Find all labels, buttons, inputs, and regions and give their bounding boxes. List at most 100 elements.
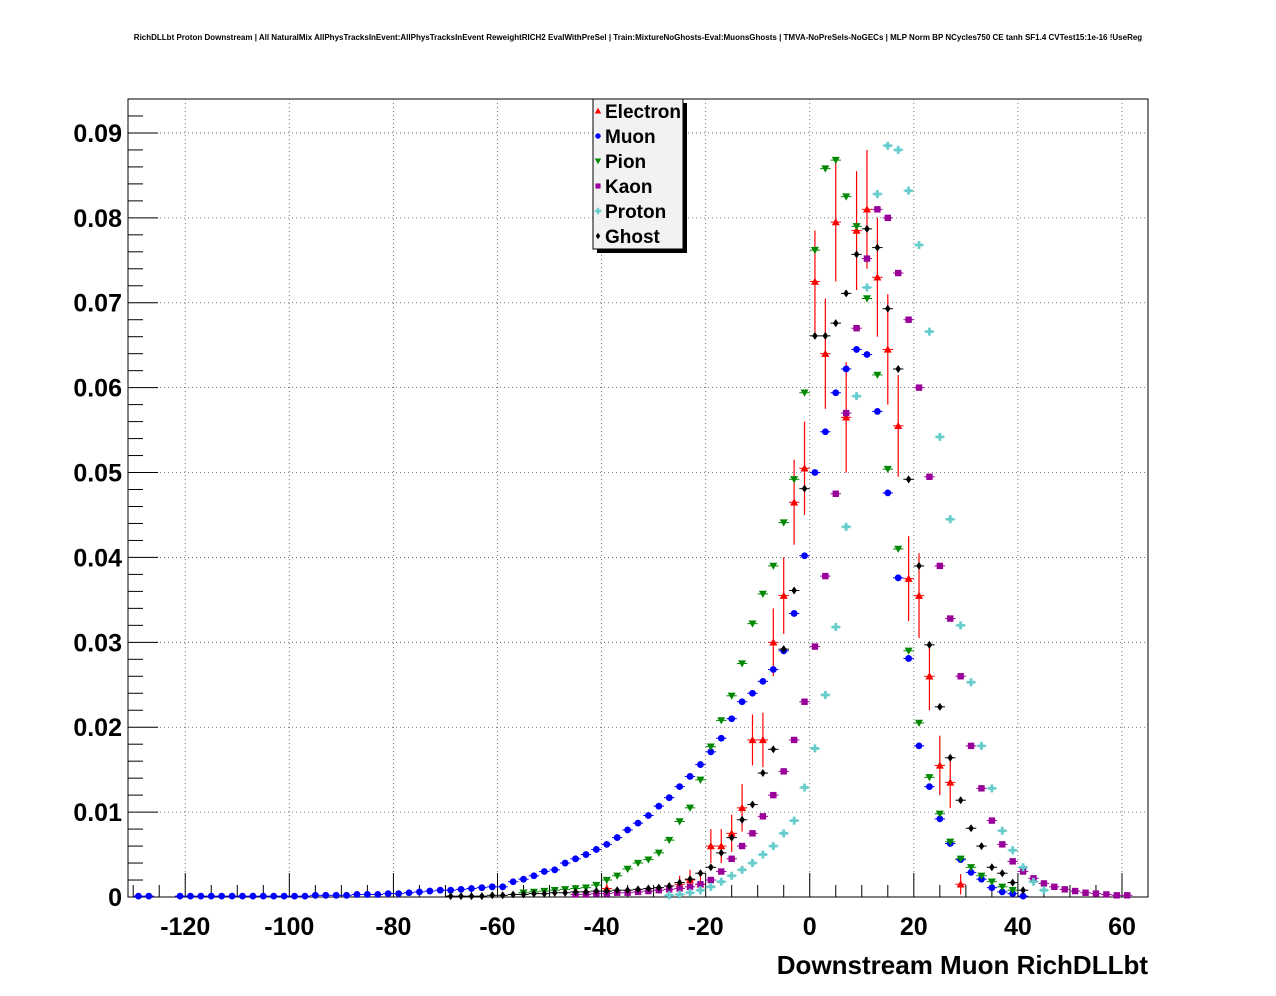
data-point bbox=[258, 892, 269, 900]
data-point bbox=[965, 824, 977, 833]
marker-square bbox=[947, 615, 954, 622]
marker-triangle-down bbox=[696, 776, 705, 784]
data-point bbox=[768, 842, 779, 851]
marker-cross bbox=[956, 621, 965, 630]
marker-circle bbox=[426, 887, 434, 895]
legend-label: Ghost bbox=[605, 227, 661, 248]
marker-diamond bbox=[697, 869, 704, 878]
legend-entry-electron: Electron bbox=[594, 102, 681, 123]
marker-triangle-up bbox=[769, 638, 778, 646]
data-point bbox=[1017, 886, 1029, 895]
marker-circle bbox=[582, 851, 590, 858]
data-point bbox=[903, 655, 914, 662]
marker-diamond bbox=[510, 890, 516, 899]
data-point bbox=[903, 647, 914, 655]
data-point bbox=[882, 465, 893, 474]
data-point bbox=[1121, 892, 1133, 899]
marker-triangle-down bbox=[665, 836, 674, 845]
marker-square bbox=[842, 409, 850, 417]
marker-circle bbox=[270, 892, 278, 900]
marker-diamond bbox=[947, 753, 954, 762]
data-point bbox=[799, 389, 810, 397]
data-point bbox=[674, 885, 685, 892]
marker-square bbox=[1113, 892, 1120, 899]
data-point bbox=[861, 255, 873, 262]
marker-diamond bbox=[1020, 886, 1026, 895]
marker-circle bbox=[905, 655, 913, 662]
data-point bbox=[684, 883, 696, 891]
marker-diamond bbox=[968, 824, 974, 833]
legend-marker bbox=[595, 133, 601, 139]
marker-circle bbox=[499, 883, 507, 891]
data-point bbox=[986, 784, 998, 793]
series-pion bbox=[518, 156, 1018, 897]
marker-circle bbox=[645, 812, 652, 819]
data-point bbox=[820, 298, 831, 409]
data-point bbox=[851, 223, 862, 231]
marker-cross bbox=[686, 888, 695, 897]
data-point bbox=[840, 362, 852, 473]
data-point bbox=[528, 872, 540, 880]
marker-cross bbox=[779, 829, 788, 838]
data-point bbox=[747, 689, 758, 697]
y-tick-label: 0.07 bbox=[73, 290, 122, 318]
marker-diamond bbox=[583, 887, 589, 896]
marker-diamond bbox=[760, 769, 766, 778]
marker-circle bbox=[572, 855, 579, 863]
marker-triangle-down bbox=[946, 838, 955, 846]
data-point bbox=[1059, 886, 1070, 893]
data-point bbox=[778, 645, 789, 654]
marker-triangle-down bbox=[987, 878, 996, 886]
data-point bbox=[622, 886, 633, 895]
data-point bbox=[736, 815, 748, 824]
data-point bbox=[809, 469, 821, 476]
data-point bbox=[320, 891, 331, 899]
marker-diamond bbox=[822, 331, 829, 340]
data-point bbox=[580, 887, 592, 896]
marker-cross bbox=[946, 515, 955, 524]
marker-triangle-up bbox=[946, 778, 955, 786]
data-point bbox=[1049, 883, 1060, 891]
marker-square bbox=[811, 643, 819, 650]
marker-circle bbox=[811, 469, 819, 476]
data-point bbox=[705, 748, 717, 756]
data-point bbox=[830, 623, 841, 632]
data-point bbox=[736, 865, 748, 874]
marker-square bbox=[780, 768, 787, 775]
legend-marker bbox=[595, 232, 601, 240]
series-muon bbox=[133, 346, 1029, 900]
legend-entry-ghost: Ghost bbox=[595, 227, 661, 248]
data-point bbox=[299, 892, 311, 900]
marker-cross bbox=[842, 522, 851, 531]
data-point bbox=[726, 814, 737, 853]
data-point bbox=[872, 206, 883, 213]
marker-circle bbox=[967, 868, 975, 876]
legend: Electron Muon Pion Kaon Proton Ghost bbox=[592, 98, 687, 253]
legend-entry-proton: Proton bbox=[594, 202, 666, 223]
marker-circle bbox=[998, 888, 1006, 896]
data-point bbox=[653, 802, 665, 810]
marker-circle bbox=[592, 846, 600, 853]
marker-diamond bbox=[635, 885, 641, 894]
data-point bbox=[768, 608, 779, 677]
marker-diamond bbox=[499, 891, 506, 900]
data-point bbox=[1069, 887, 1081, 895]
data-point bbox=[747, 859, 758, 868]
legend-label: Kaon bbox=[605, 177, 653, 198]
data-point bbox=[1090, 890, 1102, 897]
data-point bbox=[383, 890, 394, 898]
marker-circle bbox=[728, 715, 736, 723]
marker-square bbox=[822, 572, 829, 580]
data-point bbox=[351, 891, 363, 898]
data-point bbox=[809, 230, 821, 333]
marker-triangle-down bbox=[998, 883, 1007, 891]
data-point bbox=[945, 753, 956, 762]
marker-diamond bbox=[812, 331, 818, 340]
marker-diamond bbox=[874, 243, 881, 252]
data-point bbox=[955, 673, 966, 680]
marker-circle bbox=[353, 891, 361, 898]
data-point bbox=[913, 384, 925, 391]
marker-circle bbox=[676, 783, 684, 791]
data-point bbox=[695, 776, 706, 784]
data-point bbox=[1007, 858, 1018, 865]
